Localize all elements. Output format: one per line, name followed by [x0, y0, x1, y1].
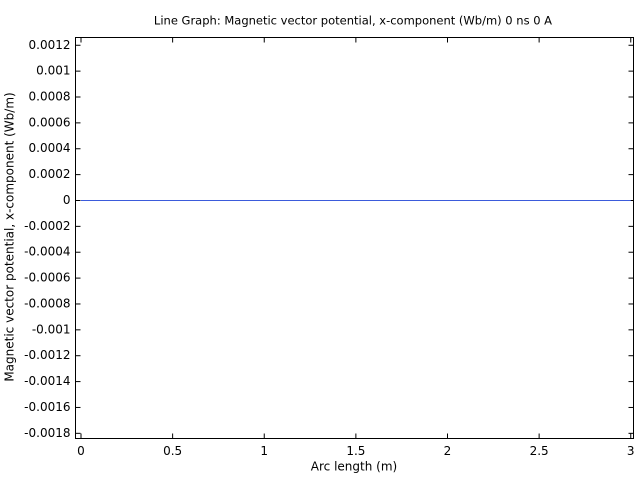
x-tick-label: 1.5	[346, 444, 365, 458]
y-tick-label: -0.001	[32, 322, 71, 336]
y-tick-label: 0.0002	[29, 167, 71, 181]
y-tick-label: -0.0016	[24, 400, 70, 414]
y-axis-label: Magnetic vector potential, x-component (…	[3, 92, 17, 381]
y-tick-label: 0.0004	[29, 141, 71, 155]
y-tick-label: -0.0006	[24, 271, 70, 285]
y-tick-label: 0.0006	[29, 115, 71, 129]
x-tick-label: 0.5	[163, 444, 182, 458]
y-tick-label: -0.0002	[24, 219, 70, 233]
y-tick-label: 0.0008	[29, 90, 71, 104]
y-tick-label: -0.0012	[24, 348, 70, 362]
x-tick-label: 2.5	[530, 444, 549, 458]
y-tick-label: -0.0018	[24, 426, 70, 440]
y-tick-label: -0.0004	[24, 245, 70, 259]
y-tick-label: -0.0014	[24, 374, 70, 388]
y-tick-label: 0.001	[36, 64, 70, 78]
y-tick-label: 0	[63, 193, 71, 207]
x-tick-label: 0	[77, 444, 85, 458]
y-tick-label: -0.0008	[24, 296, 70, 310]
y-tick-label: 0.0012	[29, 38, 71, 52]
x-tick-label: 2	[444, 444, 452, 458]
chart-title: Line Graph: Magnetic vector potential, x…	[154, 14, 552, 28]
x-tick-label: 3	[627, 444, 635, 458]
x-tick-label: 1	[260, 444, 268, 458]
x-axis-label: Arc length (m)	[311, 460, 397, 474]
plot-frame	[75, 37, 634, 439]
